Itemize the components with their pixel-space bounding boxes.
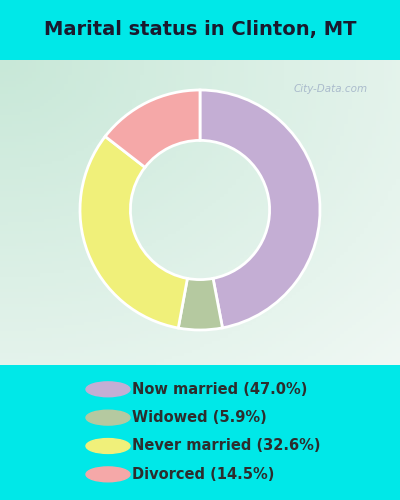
Wedge shape <box>105 90 200 168</box>
Text: Widowed (5.9%): Widowed (5.9%) <box>132 410 267 425</box>
Text: Marital status in Clinton, MT: Marital status in Clinton, MT <box>44 20 356 40</box>
Wedge shape <box>200 90 320 328</box>
Circle shape <box>86 467 130 482</box>
Circle shape <box>86 382 130 396</box>
Text: Never married (32.6%): Never married (32.6%) <box>132 438 320 454</box>
Wedge shape <box>178 278 222 330</box>
Circle shape <box>86 410 130 425</box>
Text: Now married (47.0%): Now married (47.0%) <box>132 382 307 397</box>
Text: Divorced (14.5%): Divorced (14.5%) <box>132 467 274 482</box>
Circle shape <box>86 438 130 454</box>
Text: City-Data.com: City-Data.com <box>294 84 368 94</box>
Wedge shape <box>80 136 187 328</box>
